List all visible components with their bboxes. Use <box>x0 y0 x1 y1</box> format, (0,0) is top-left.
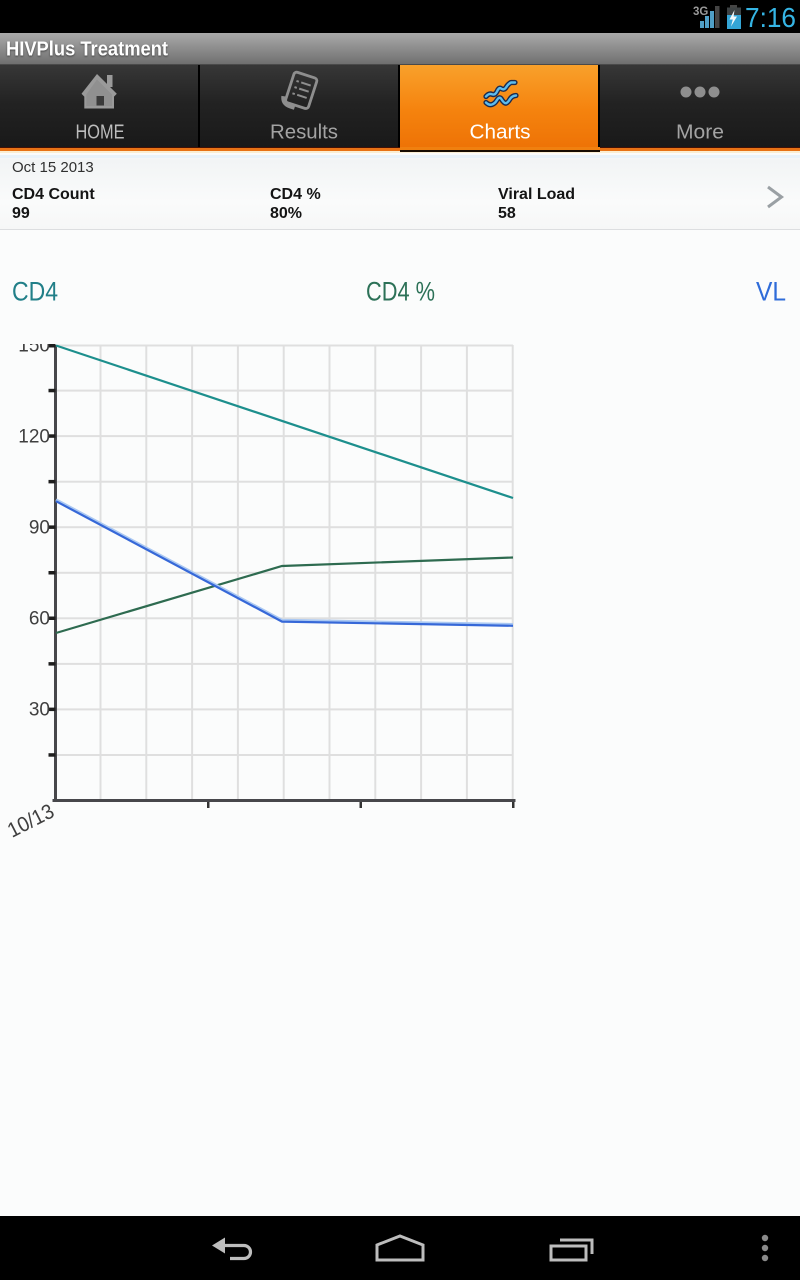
svg-text:3G: 3G <box>693 6 708 18</box>
svg-text:CD4 %: CD4 % <box>366 277 435 307</box>
svg-text:VL: VL <box>756 277 786 307</box>
svg-text:30: 30 <box>29 700 50 721</box>
svg-text:150: 150 <box>18 344 50 357</box>
svg-text:CD4: CD4 <box>12 277 58 307</box>
svg-text:90: 90 <box>29 518 50 539</box>
svg-text:Results: Results <box>270 122 338 144</box>
svg-text:7:16: 7:16 <box>745 2 796 33</box>
svg-text:60: 60 <box>29 609 50 630</box>
svg-text:HIVPlus Treatment: HIVPlus Treatment <box>6 38 168 61</box>
svg-text:HOME: HOME <box>76 122 125 144</box>
svg-text:10/13: 10/13 <box>4 800 58 843</box>
svg-text:120: 120 <box>18 427 50 448</box>
svg-text:Charts: Charts <box>470 122 531 144</box>
svg-text:More: More <box>676 122 724 144</box>
